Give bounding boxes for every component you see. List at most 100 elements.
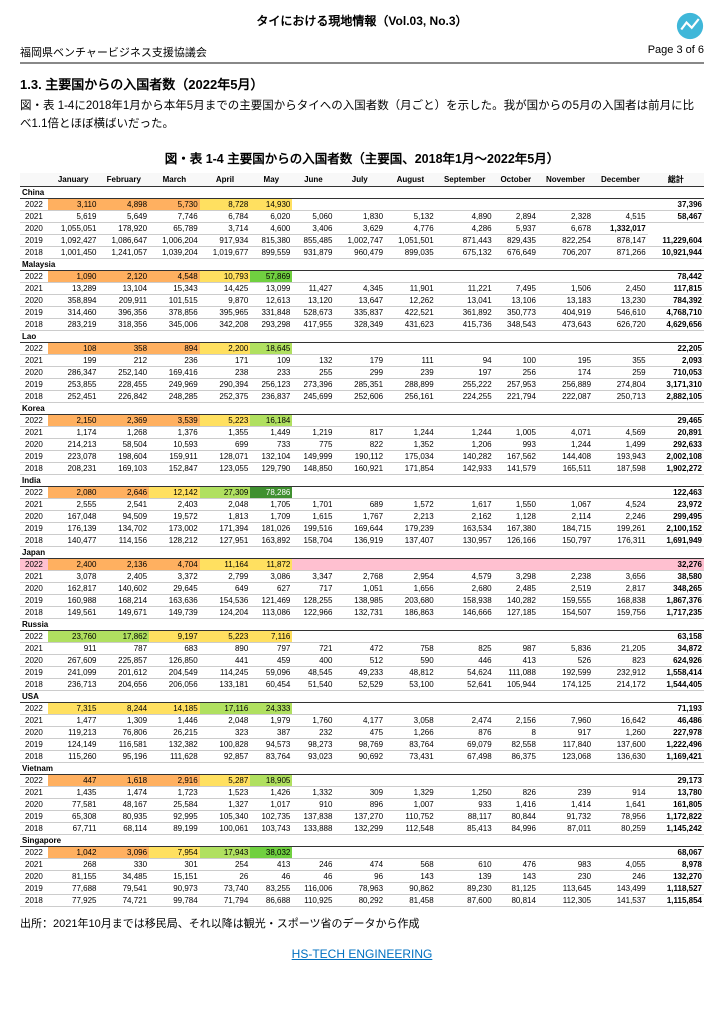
data-cell: 76,806 — [98, 726, 149, 738]
data-cell: 7,315 — [48, 702, 99, 714]
country-name: India — [20, 474, 704, 486]
data-cell: 1,352 — [385, 438, 436, 450]
data-cell: 80,844 — [494, 810, 538, 822]
data-cell: 710,053 — [648, 366, 704, 378]
data-cell: 48,545 — [292, 666, 334, 678]
year-cell: 2018 — [20, 534, 48, 546]
data-cell — [593, 198, 648, 210]
data-cell: 69,079 — [436, 738, 494, 750]
data-cell: 128,212 — [149, 534, 200, 546]
data-cell: 214,172 — [593, 678, 648, 690]
data-cell — [436, 486, 494, 498]
data-cell: 178,920 — [98, 222, 149, 234]
data-cell: 141,579 — [494, 462, 538, 474]
data-cell: 54,624 — [436, 666, 494, 678]
data-cell: 1,222,496 — [648, 738, 704, 750]
col-header: September — [436, 173, 494, 187]
data-cell: 5,836 — [538, 642, 593, 654]
data-cell: 1,007 — [385, 798, 436, 810]
year-cell: 2020 — [20, 510, 48, 522]
data-cell — [385, 630, 436, 642]
data-cell: 2,799 — [200, 570, 251, 582]
data-cell: 158,704 — [292, 534, 334, 546]
data-cell — [538, 774, 593, 786]
data-cell — [494, 414, 538, 426]
data-cell: 169,644 — [334, 522, 385, 534]
data-cell — [593, 558, 648, 570]
data-cell: 14,425 — [200, 282, 251, 294]
data-cell: 115,260 — [48, 750, 99, 762]
data-cell: 721 — [292, 642, 334, 654]
data-cell — [334, 774, 385, 786]
data-cell: 165,511 — [538, 462, 593, 474]
data-cell: 77,581 — [48, 798, 99, 810]
data-cell: 422,521 — [385, 306, 436, 318]
year-cell: 2018 — [20, 606, 48, 618]
data-cell — [494, 630, 538, 642]
data-cell: 186,863 — [385, 606, 436, 618]
data-cell: 51,540 — [292, 678, 334, 690]
data-cell: 11,164 — [200, 558, 251, 570]
year-cell: 2021 — [20, 498, 48, 510]
data-cell: 18,905 — [250, 774, 292, 786]
data-cell: 11,221 — [436, 282, 494, 294]
data-cell: 29,645 — [149, 582, 200, 594]
data-cell: 13,780 — [648, 786, 704, 798]
data-cell: 81,155 — [48, 870, 99, 882]
data-cell: 122,966 — [292, 606, 334, 618]
data-cell: 1,128 — [494, 510, 538, 522]
data-cell: 8,978 — [648, 858, 704, 870]
data-cell: 132,104 — [250, 450, 292, 462]
data-cell: 3,656 — [593, 570, 648, 582]
data-cell: 358,894 — [48, 294, 99, 306]
data-cell — [538, 486, 593, 498]
data-cell: 528,673 — [292, 306, 334, 318]
data-cell: 132,270 — [648, 870, 704, 882]
data-cell: 1,701 — [292, 498, 334, 510]
data-cell — [334, 558, 385, 570]
data-cell: 173,002 — [149, 522, 200, 534]
data-cell: 11,427 — [292, 282, 334, 294]
data-cell: 3,372 — [149, 570, 200, 582]
data-cell: 4,515 — [593, 210, 648, 222]
data-cell: 3,096 — [98, 846, 149, 858]
year-cell: 2022 — [20, 414, 48, 426]
data-cell: 1,615 — [292, 510, 334, 522]
data-cell — [494, 342, 538, 354]
data-cell: 254 — [200, 858, 251, 870]
data-cell: 126,850 — [149, 654, 200, 666]
data-cell: 876 — [436, 726, 494, 738]
data-cell: 116,006 — [292, 882, 334, 894]
data-cell: 1,002,747 — [334, 234, 385, 246]
data-cell: 68,067 — [648, 846, 704, 858]
data-cell: 171 — [200, 354, 251, 366]
col-header: 総計 — [648, 173, 704, 187]
data-cell: 2,048 — [200, 498, 251, 510]
data-cell: 81,125 — [494, 882, 538, 894]
data-cell: 169,416 — [149, 366, 200, 378]
data-cell: 80,814 — [494, 894, 538, 906]
data-cell: 63,158 — [648, 630, 704, 642]
data-cell: 78,442 — [648, 270, 704, 282]
data-cell: 222,087 — [538, 390, 593, 402]
data-cell: 26,215 — [149, 726, 200, 738]
data-cell: 1,006,204 — [149, 234, 200, 246]
data-cell: 5,649 — [98, 210, 149, 222]
data-cell: 1,250 — [436, 786, 494, 798]
data-cell: 6,784 — [200, 210, 251, 222]
data-cell: 199 — [48, 354, 99, 366]
year-cell: 2019 — [20, 810, 48, 822]
data-cell: 58,467 — [648, 210, 704, 222]
data-cell — [385, 846, 436, 858]
data-cell: 350,773 — [494, 306, 538, 318]
data-cell: 245,699 — [292, 390, 334, 402]
data-cell: 1,219 — [292, 426, 334, 438]
data-cell: 3,078 — [48, 570, 99, 582]
data-cell: 1,449 — [250, 426, 292, 438]
data-cell: 1,332 — [292, 786, 334, 798]
data-cell: 4,524 — [593, 498, 648, 510]
data-cell: 1,017 — [250, 798, 292, 810]
data-cell: 138,985 — [334, 594, 385, 606]
footer-link[interactable]: HS-TECH ENGINEERING — [20, 947, 704, 961]
data-cell: 128,255 — [292, 594, 334, 606]
